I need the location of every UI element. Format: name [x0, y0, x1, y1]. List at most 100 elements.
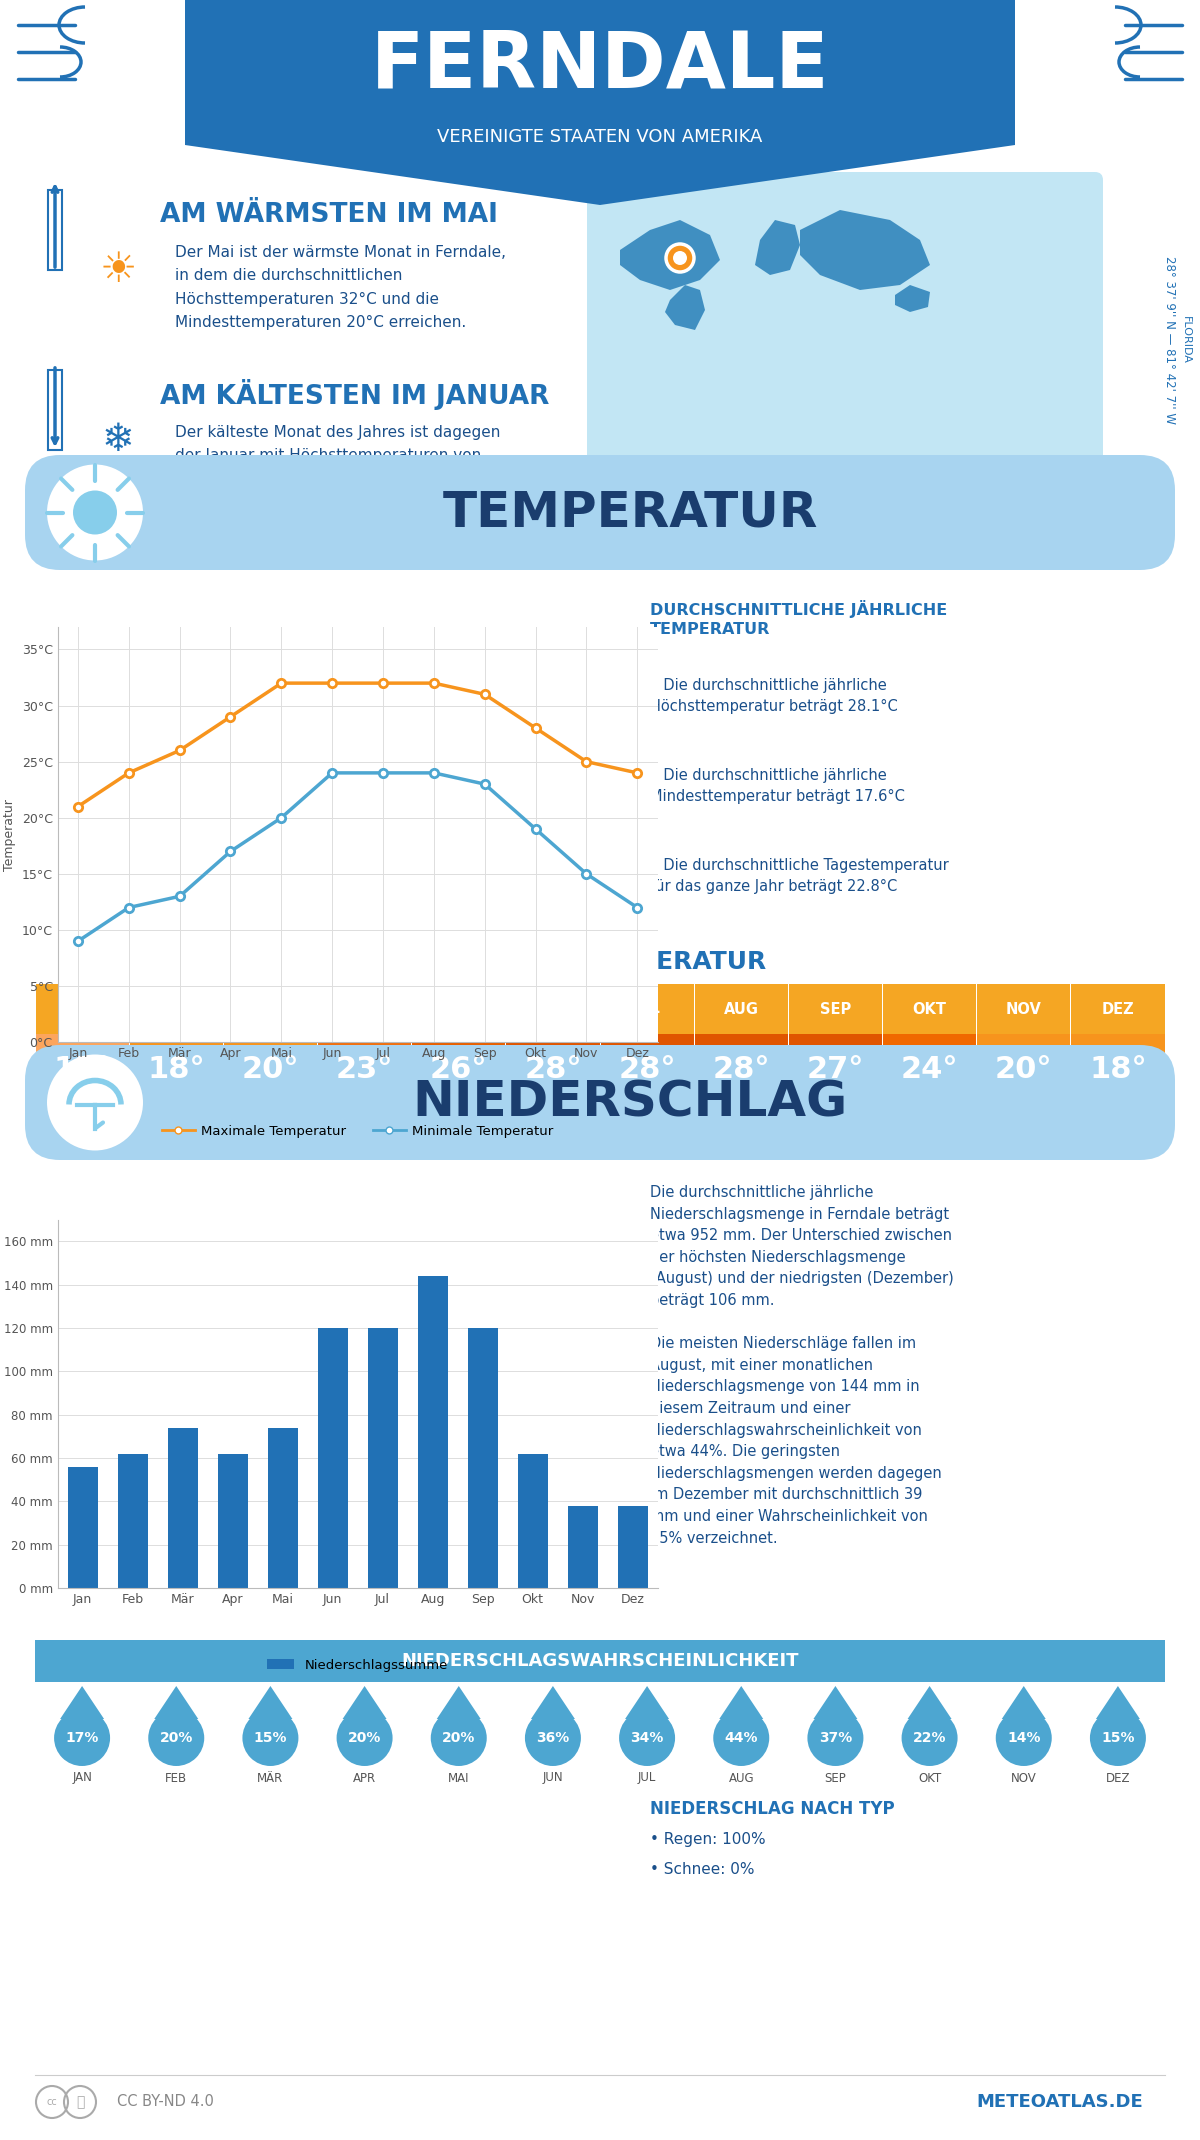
Bar — [883, 1034, 976, 1106]
Bar — [600, 1034, 694, 1106]
Text: • Die durchschnittliche Tagestemperatur
für das ganze Jahr beträgt 22.8°C: • Die durchschnittliche Tagestemperatur … — [650, 858, 949, 895]
Polygon shape — [719, 1686, 763, 1718]
Text: cc: cc — [47, 2097, 58, 2108]
Text: 28°: 28° — [713, 1055, 770, 1085]
Bar — [1072, 984, 1164, 1034]
FancyBboxPatch shape — [25, 1044, 1175, 1160]
Text: • Die durchschnittliche jährliche
Mindesttemperatur beträgt 17.6°C: • Die durchschnittliche jährliche Mindes… — [650, 768, 905, 805]
Text: JUL: JUL — [634, 1002, 660, 1016]
Text: ❄: ❄ — [102, 422, 134, 458]
Bar — [883, 984, 976, 1034]
Text: APR: APR — [353, 1772, 376, 1785]
Bar — [168, 1427, 198, 1588]
Circle shape — [47, 1055, 143, 1151]
Text: 20%: 20% — [442, 1731, 475, 1744]
Polygon shape — [248, 1686, 293, 1718]
Text: DURCHSCHNITTLICHE JÄHRLICHE
TEMPERATUR: DURCHSCHNITTLICHE JÄHRLICHE TEMPERATUR — [650, 599, 947, 636]
Bar — [468, 1329, 498, 1588]
Polygon shape — [185, 0, 1015, 205]
FancyBboxPatch shape — [25, 456, 1175, 569]
Text: 15%: 15% — [1102, 1731, 1135, 1744]
Polygon shape — [814, 1686, 858, 1718]
Text: NIEDERSCHLAG: NIEDERSCHLAG — [413, 1079, 847, 1126]
Polygon shape — [155, 1686, 198, 1718]
Text: Der kälteste Monat des Jahres ist dagegen
der Januar mit Höchsttemperaturen von
: Der kälteste Monat des Jahres ist dagege… — [175, 426, 500, 486]
Polygon shape — [625, 1686, 670, 1718]
Text: OKT: OKT — [918, 1772, 941, 1785]
Bar — [118, 1453, 148, 1588]
Text: ☀: ☀ — [100, 248, 137, 291]
Polygon shape — [665, 285, 706, 330]
Bar — [788, 1034, 882, 1106]
Text: 36%: 36% — [536, 1731, 570, 1744]
Bar — [412, 984, 505, 1034]
Text: METEOATLAS.DE: METEOATLAS.DE — [977, 2093, 1144, 2110]
Polygon shape — [755, 220, 800, 276]
Text: 20°: 20° — [995, 1055, 1052, 1085]
Bar — [217, 1453, 247, 1588]
Circle shape — [73, 490, 118, 535]
Text: 18°: 18° — [1090, 1055, 1147, 1085]
Bar — [224, 984, 317, 1034]
Polygon shape — [800, 210, 930, 291]
Circle shape — [54, 1710, 110, 1766]
Text: Die durchschnittliche jährliche
Niederschlagsmenge in Ferndale beträgt
etwa 952 : Die durchschnittliche jährliche Niedersc… — [650, 1186, 954, 1545]
Text: 15%: 15% — [253, 1731, 287, 1744]
Text: 28°: 28° — [524, 1055, 582, 1085]
Text: DEZ: DEZ — [1105, 1772, 1130, 1785]
Text: • Schnee: 0%: • Schnee: 0% — [650, 1862, 755, 1877]
Text: SEP: SEP — [824, 1772, 846, 1785]
Text: Der Mai ist der wärmste Monat in Ferndale,
in dem die durchschnittlichen
Höchstt: Der Mai ist der wärmste Monat in Ferndal… — [175, 244, 506, 330]
Text: JUL: JUL — [638, 1772, 656, 1785]
Bar — [506, 1034, 600, 1106]
Text: VEREINIGTE STAATEN VON AMERIKA: VEREINIGTE STAATEN VON AMERIKA — [437, 128, 763, 146]
FancyBboxPatch shape — [587, 171, 1103, 507]
Text: 22%: 22% — [913, 1731, 947, 1744]
Text: AUG: AUG — [728, 1772, 754, 1785]
Bar — [517, 1453, 547, 1588]
Circle shape — [996, 1710, 1051, 1766]
Text: JUN: JUN — [542, 1772, 563, 1785]
Bar — [977, 984, 1070, 1034]
Polygon shape — [530, 1686, 575, 1718]
Circle shape — [242, 1710, 299, 1766]
Circle shape — [336, 1710, 392, 1766]
Circle shape — [67, 484, 124, 541]
Circle shape — [431, 1710, 487, 1766]
Text: FLORIDA: FLORIDA — [1181, 317, 1190, 364]
Polygon shape — [895, 285, 930, 312]
Polygon shape — [1096, 1686, 1140, 1718]
Text: FERNDALE: FERNDALE — [371, 28, 829, 103]
Bar — [268, 1427, 298, 1588]
Text: APR: APR — [348, 1002, 382, 1016]
Bar — [506, 984, 600, 1034]
Bar — [1072, 1034, 1164, 1106]
Text: JUN: JUN — [538, 1002, 568, 1016]
Bar — [977, 1034, 1070, 1106]
Text: AM WÄRMSTEN IM MAI: AM WÄRMSTEN IM MAI — [160, 201, 498, 229]
Text: 18°: 18° — [148, 1055, 205, 1085]
Text: 34%: 34% — [630, 1731, 664, 1744]
Text: 44%: 44% — [725, 1731, 758, 1744]
Text: 28° 37' 9'' N — 81° 42' 7'' W: 28° 37' 9'' N — 81° 42' 7'' W — [1164, 257, 1176, 424]
Text: MÄR: MÄR — [257, 1772, 283, 1785]
Circle shape — [524, 1710, 581, 1766]
Text: 26°: 26° — [430, 1055, 487, 1085]
Bar — [67, 1466, 97, 1588]
Bar — [36, 984, 128, 1034]
Text: 20°: 20° — [241, 1055, 299, 1085]
Circle shape — [619, 1710, 676, 1766]
Circle shape — [808, 1710, 864, 1766]
Text: MAI: MAI — [443, 1002, 474, 1016]
Bar — [35, 1639, 1165, 1682]
Text: 15°: 15° — [53, 1055, 110, 1085]
Text: JAN: JAN — [67, 1002, 97, 1016]
Text: 28°: 28° — [618, 1055, 676, 1085]
Polygon shape — [342, 1686, 386, 1718]
Legend: Niederschlagssumme: Niederschlagssumme — [262, 1654, 454, 1678]
Text: AUG: AUG — [724, 1002, 758, 1016]
Bar — [568, 1507, 598, 1588]
Bar — [418, 1275, 448, 1588]
Polygon shape — [1002, 1686, 1045, 1718]
Text: TEMPERATUR: TEMPERATUR — [443, 488, 817, 537]
